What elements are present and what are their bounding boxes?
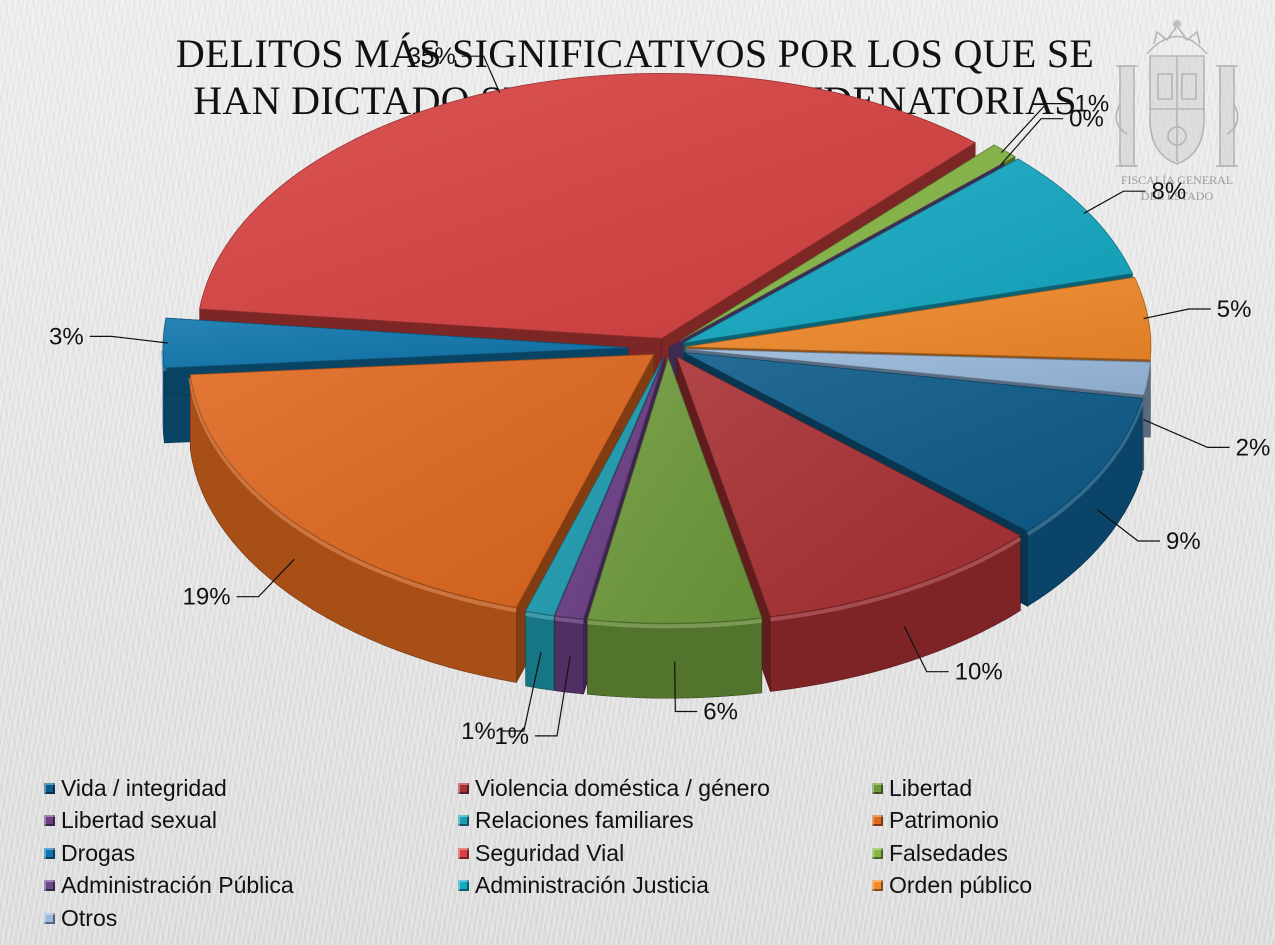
legend-label: Orden público bbox=[889, 872, 1033, 899]
legend-label: Vida / integridad bbox=[61, 774, 227, 801]
legend-item-administracion-justicia: Administración Justicia bbox=[458, 870, 872, 903]
data-label-relaciones-familiares: 1% bbox=[461, 718, 496, 745]
pie-slice-violencia-domestica-genero bbox=[676, 356, 1022, 692]
legend-label: Violencia doméstica / género bbox=[475, 774, 770, 801]
legend-swatch bbox=[44, 912, 55, 924]
leader-line bbox=[1001, 102, 1069, 154]
emblem-line1: FISCALÍA GENERAL bbox=[1121, 173, 1233, 187]
leader-line bbox=[89, 335, 168, 344]
legend-swatch bbox=[872, 847, 883, 859]
legend-item-otros: Otros bbox=[44, 902, 458, 935]
legend-label: Administración Justicia bbox=[475, 872, 709, 899]
data-label-drogas: 3% bbox=[49, 323, 84, 350]
legend-label: Relaciones familiares bbox=[475, 807, 694, 834]
legend-label: Libertad sexual bbox=[61, 807, 217, 834]
legend-swatch bbox=[458, 815, 469, 827]
legend-item-falsedades: Falsedades bbox=[872, 837, 1244, 870]
legend-swatch bbox=[872, 880, 883, 892]
legend-item-vida-integridad: Vida / integridad bbox=[44, 772, 458, 805]
data-label-administracion-justicia: 8% bbox=[1152, 178, 1187, 205]
legend-swatch bbox=[458, 847, 469, 859]
data-label-falsedades: 1% bbox=[1075, 91, 1110, 118]
legend-swatch bbox=[44, 815, 55, 827]
data-label-administracion-publica: 0% bbox=[1069, 106, 1104, 133]
data-label-orden-publico: 5% bbox=[1217, 296, 1252, 323]
legend-swatch bbox=[458, 880, 469, 892]
leader-line bbox=[461, 55, 501, 94]
legend-item-administracion-publica: Administración Pública bbox=[44, 870, 458, 903]
leader-line bbox=[1143, 308, 1211, 320]
legend-item-libertad-sexual: Libertad sexual bbox=[44, 805, 458, 838]
legend-item-orden-publico: Orden público bbox=[872, 870, 1244, 903]
data-label-libertad: 6% bbox=[703, 699, 738, 726]
legend-swatch bbox=[872, 782, 883, 794]
legend-label: Otros bbox=[61, 904, 118, 931]
legend-item-seguridad-vial: Seguridad Vial bbox=[458, 837, 872, 870]
leader-line bbox=[1096, 509, 1160, 542]
leader-line bbox=[535, 656, 571, 737]
legend-item-relaciones-familiares: Relaciones familiares bbox=[458, 805, 872, 838]
data-label-libertad-sexual: 1% bbox=[494, 723, 529, 750]
leader-line bbox=[903, 626, 949, 673]
data-label-otros: 2% bbox=[1236, 434, 1271, 461]
legend-label: Seguridad Vial bbox=[475, 839, 625, 866]
legend-label: Patrimonio bbox=[889, 807, 999, 834]
emblem-line2: DEL ESTADO bbox=[1141, 189, 1214, 203]
legend-swatch bbox=[44, 782, 55, 794]
legend-swatch bbox=[44, 880, 55, 892]
legend-label: Drogas bbox=[61, 839, 136, 866]
data-label-vida-integridad: 9% bbox=[1166, 528, 1201, 555]
legend-label: Falsedades bbox=[889, 839, 1008, 866]
data-label-patrimonio: 19% bbox=[183, 584, 231, 611]
legend-swatch bbox=[872, 815, 883, 827]
leader-line bbox=[501, 651, 542, 732]
leader-line bbox=[674, 661, 698, 713]
leader-line bbox=[236, 558, 295, 598]
leader-line bbox=[1143, 419, 1230, 448]
legend-swatch bbox=[44, 847, 55, 859]
legend-label: Administración Pública bbox=[61, 872, 294, 899]
data-label-violencia-domestica-genero: 10% bbox=[955, 659, 1003, 686]
leader-line bbox=[1000, 118, 1064, 166]
pie-slice-libertad bbox=[586, 357, 763, 699]
legend-label: Libertad bbox=[889, 774, 973, 801]
legend-swatch bbox=[458, 782, 469, 794]
legend: Vida / integridad Violencia doméstica / g… bbox=[44, 772, 1244, 935]
leader-line bbox=[1083, 190, 1146, 214]
legend-item-libertad: Libertad bbox=[872, 772, 1244, 805]
legend-item-patrimonio: Patrimonio bbox=[872, 805, 1244, 838]
fiscalia-emblem-logo: FISCALÍA GENERAL DEL ESTADO bbox=[1115, 20, 1239, 203]
data-label-seguridad-vial: 35% bbox=[408, 43, 456, 70]
legend-item-violencia-domestica-genero: Violencia doméstica / género bbox=[458, 772, 872, 805]
legend-item-drogas: Drogas bbox=[44, 837, 458, 870]
